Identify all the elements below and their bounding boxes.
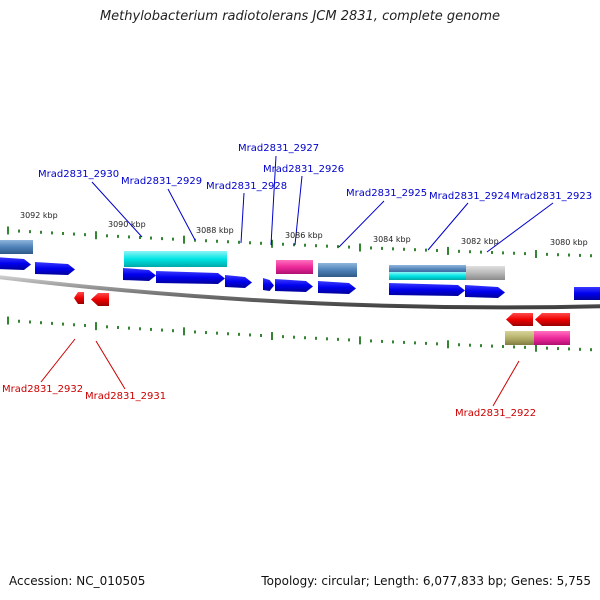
gene-label-mrad2831-2922[interactable]: Mrad2831_2922 xyxy=(455,408,536,419)
kbp-label: 3088 kbp xyxy=(196,226,234,235)
feature-box-magenta[interactable] xyxy=(276,260,313,274)
leader-line xyxy=(486,202,554,253)
gene-label-mrad2831-2931[interactable]: Mrad2831_2931 xyxy=(85,391,166,402)
feature-box-olive[interactable] xyxy=(505,331,534,345)
gene-label-mrad2831-2927[interactable]: Mrad2831_2927 xyxy=(238,143,319,154)
gene-arrow-forward[interactable] xyxy=(275,279,313,292)
gene-label-mrad2831-2926[interactable]: Mrad2831_2926 xyxy=(263,164,344,175)
gene-arrow-reverse[interactable] xyxy=(535,313,570,326)
gene-label-mrad2831-2932[interactable]: Mrad2831_2932 xyxy=(2,384,83,395)
feature-box-grey[interactable] xyxy=(466,266,505,280)
gene-arrow-reverse[interactable] xyxy=(91,293,109,306)
genome-backbone xyxy=(0,275,600,310)
feature-box-cyan[interactable] xyxy=(124,251,227,267)
gene-arrow-reverse[interactable] xyxy=(74,292,84,304)
kbp-label: 3092 kbp xyxy=(20,211,58,220)
gene-arrow-forward[interactable] xyxy=(574,287,600,300)
gene-arrow-forward[interactable] xyxy=(263,278,274,291)
gene-arrow-reverse[interactable] xyxy=(506,313,533,326)
gene-arrow-forward[interactable] xyxy=(0,257,31,270)
feature-box-cyan[interactable] xyxy=(389,272,466,280)
gene-arrow-forward[interactable] xyxy=(156,271,225,284)
leader-line xyxy=(95,340,126,390)
leader-line xyxy=(427,202,469,251)
gene-label-mrad2831-2925[interactable]: Mrad2831_2925 xyxy=(346,188,427,199)
feature-box-steel[interactable] xyxy=(318,263,357,277)
gene-arrow-forward[interactable] xyxy=(123,268,156,281)
leader-line xyxy=(167,188,196,241)
kbp-label: 3082 kbp xyxy=(461,237,499,246)
accession-text: Accession: NC_010505 xyxy=(9,574,146,588)
gene-arrow-forward[interactable] xyxy=(318,281,356,294)
kbp-label: 3080 kbp xyxy=(550,238,588,247)
gene-arrow-forward[interactable] xyxy=(225,275,252,288)
gene-label-mrad2831-2923[interactable]: Mrad2831_2923 xyxy=(511,191,592,202)
feature-box-magenta[interactable] xyxy=(534,331,570,345)
leader-line xyxy=(492,360,520,407)
leader-line xyxy=(240,192,245,244)
kbp-label: 3090 kbp xyxy=(108,220,146,229)
coordinate-ticks xyxy=(7,226,592,352)
kbp-label: 3084 kbp xyxy=(373,235,411,244)
leader-line xyxy=(40,338,76,383)
genome-summary-text: Topology: circular; Length: 6,077,833 bp… xyxy=(261,574,591,588)
leader-line xyxy=(294,175,303,246)
feature-box-steel[interactable] xyxy=(389,265,466,274)
gene-arrow-forward[interactable] xyxy=(389,283,465,296)
gene-label-mrad2831-2930[interactable]: Mrad2831_2930 xyxy=(38,169,119,180)
map-title: Methylobacterium radiotolerans JCM 2831,… xyxy=(99,9,501,24)
feature-box-steel[interactable] xyxy=(0,240,33,254)
gene-arrow-forward[interactable] xyxy=(35,262,75,275)
leader-line xyxy=(270,155,277,246)
gene-label-mrad2831-2929[interactable]: Mrad2831_2929 xyxy=(121,176,202,187)
leader-line xyxy=(338,200,385,248)
gene-features[interactable] xyxy=(0,240,600,345)
gene-label-mrad2831-2928[interactable]: Mrad2831_2928 xyxy=(206,181,287,192)
gene-arrow-forward[interactable] xyxy=(465,285,505,298)
leader-line xyxy=(91,181,143,238)
kbp-label: 3086 kbp xyxy=(285,231,323,240)
gene-label-mrad2831-2924[interactable]: Mrad2831_2924 xyxy=(429,191,510,202)
label-leader-lines xyxy=(40,155,554,407)
